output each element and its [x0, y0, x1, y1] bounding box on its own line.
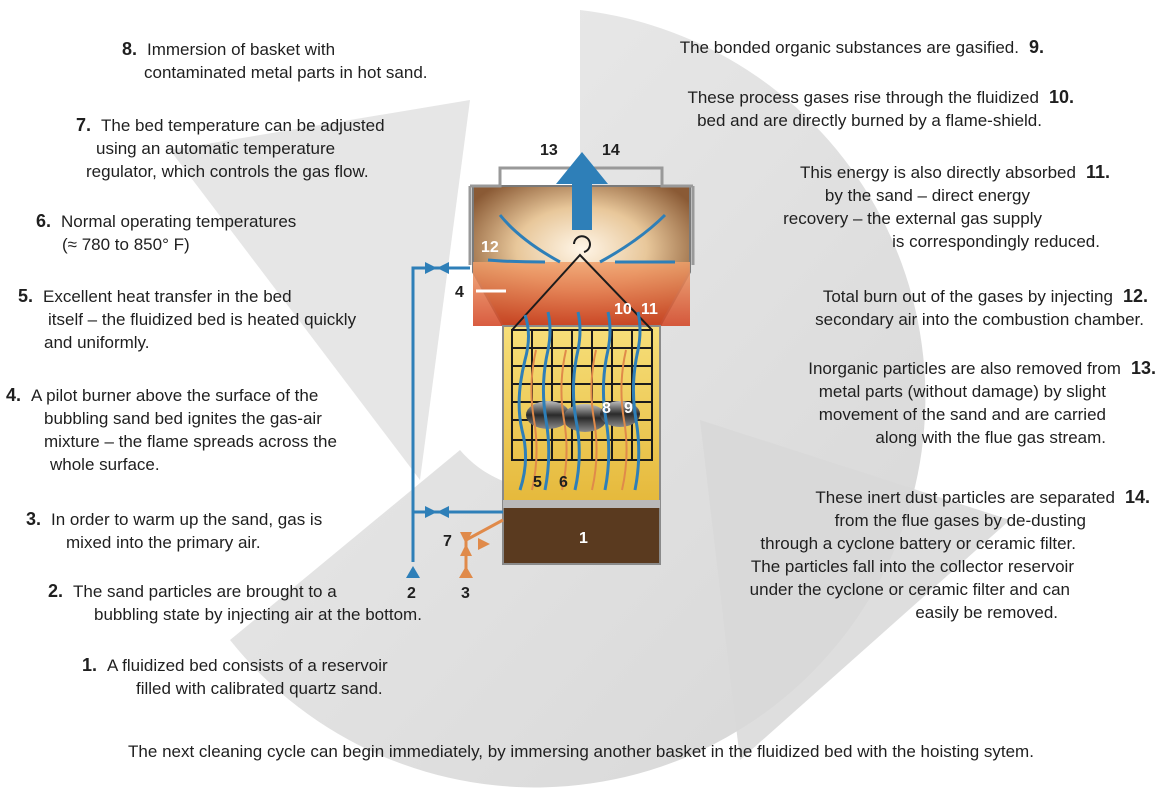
step-8: 8. Immersion of basket with contaminated … [122, 39, 428, 82]
gas-flow-arrows [487, 213, 675, 491]
diagram-label-7: 7 [443, 533, 452, 550]
diagram-label-12: 12 [481, 239, 499, 256]
step-12: Total burn out of the gases by injecting… [815, 286, 1148, 329]
diagram-label-10: 10 [614, 301, 632, 318]
diagram-label-13: 13 [540, 142, 558, 159]
step-10: These process gases rise through the flu… [687, 87, 1074, 130]
diagram-label-14: 14 [602, 142, 620, 159]
valves [425, 262, 490, 556]
step-13: Inorganic particles are also removed fro… [808, 358, 1156, 447]
diagram-label-11: 11 [641, 301, 658, 318]
step-6: 6. Normal operating temperatures (≈ 780 t… [36, 211, 297, 254]
step-9: The bonded organic substances are gasifi… [679, 37, 1044, 57]
step-2: 2. The sand particles are brought to a bu… [48, 581, 422, 624]
step-3: 3. In order to warm up the sand, gas is m… [26, 509, 323, 552]
footer-note: The next cleaning cycle can begin immedi… [128, 742, 1034, 761]
diagram-label-2: 2 [407, 585, 416, 602]
diagram-label-5: 5 [533, 474, 542, 491]
step-4: 4. A pilot burner above the surface of th… [6, 385, 337, 474]
sand-flow-arrows [530, 349, 628, 491]
diagram-label-8: 8 [602, 400, 611, 417]
step-1: 1. A fluidized bed consists of a reservoi… [82, 655, 388, 698]
diagram-label-1: 1 [579, 530, 588, 547]
basket [511, 235, 653, 461]
exhaust-arrow [556, 152, 608, 230]
diagram-label-4: 4 [455, 284, 464, 301]
diagram-label-3: 3 [461, 585, 470, 602]
step-11: This energy is also directly absorbed 11.… [783, 162, 1110, 251]
diagram-label-9: 9 [624, 400, 633, 417]
step-7: 7. The bed temperature can be adjusted us… [76, 115, 385, 181]
inlet-arrow-2 [406, 566, 420, 578]
inlet-arrow-3 [459, 566, 473, 578]
step-5: 5. Excellent heat transfer in the bed its… [18, 286, 357, 352]
diagram-label-6: 6 [559, 474, 568, 491]
step-14: These inert dust particles are separated… [749, 487, 1150, 622]
